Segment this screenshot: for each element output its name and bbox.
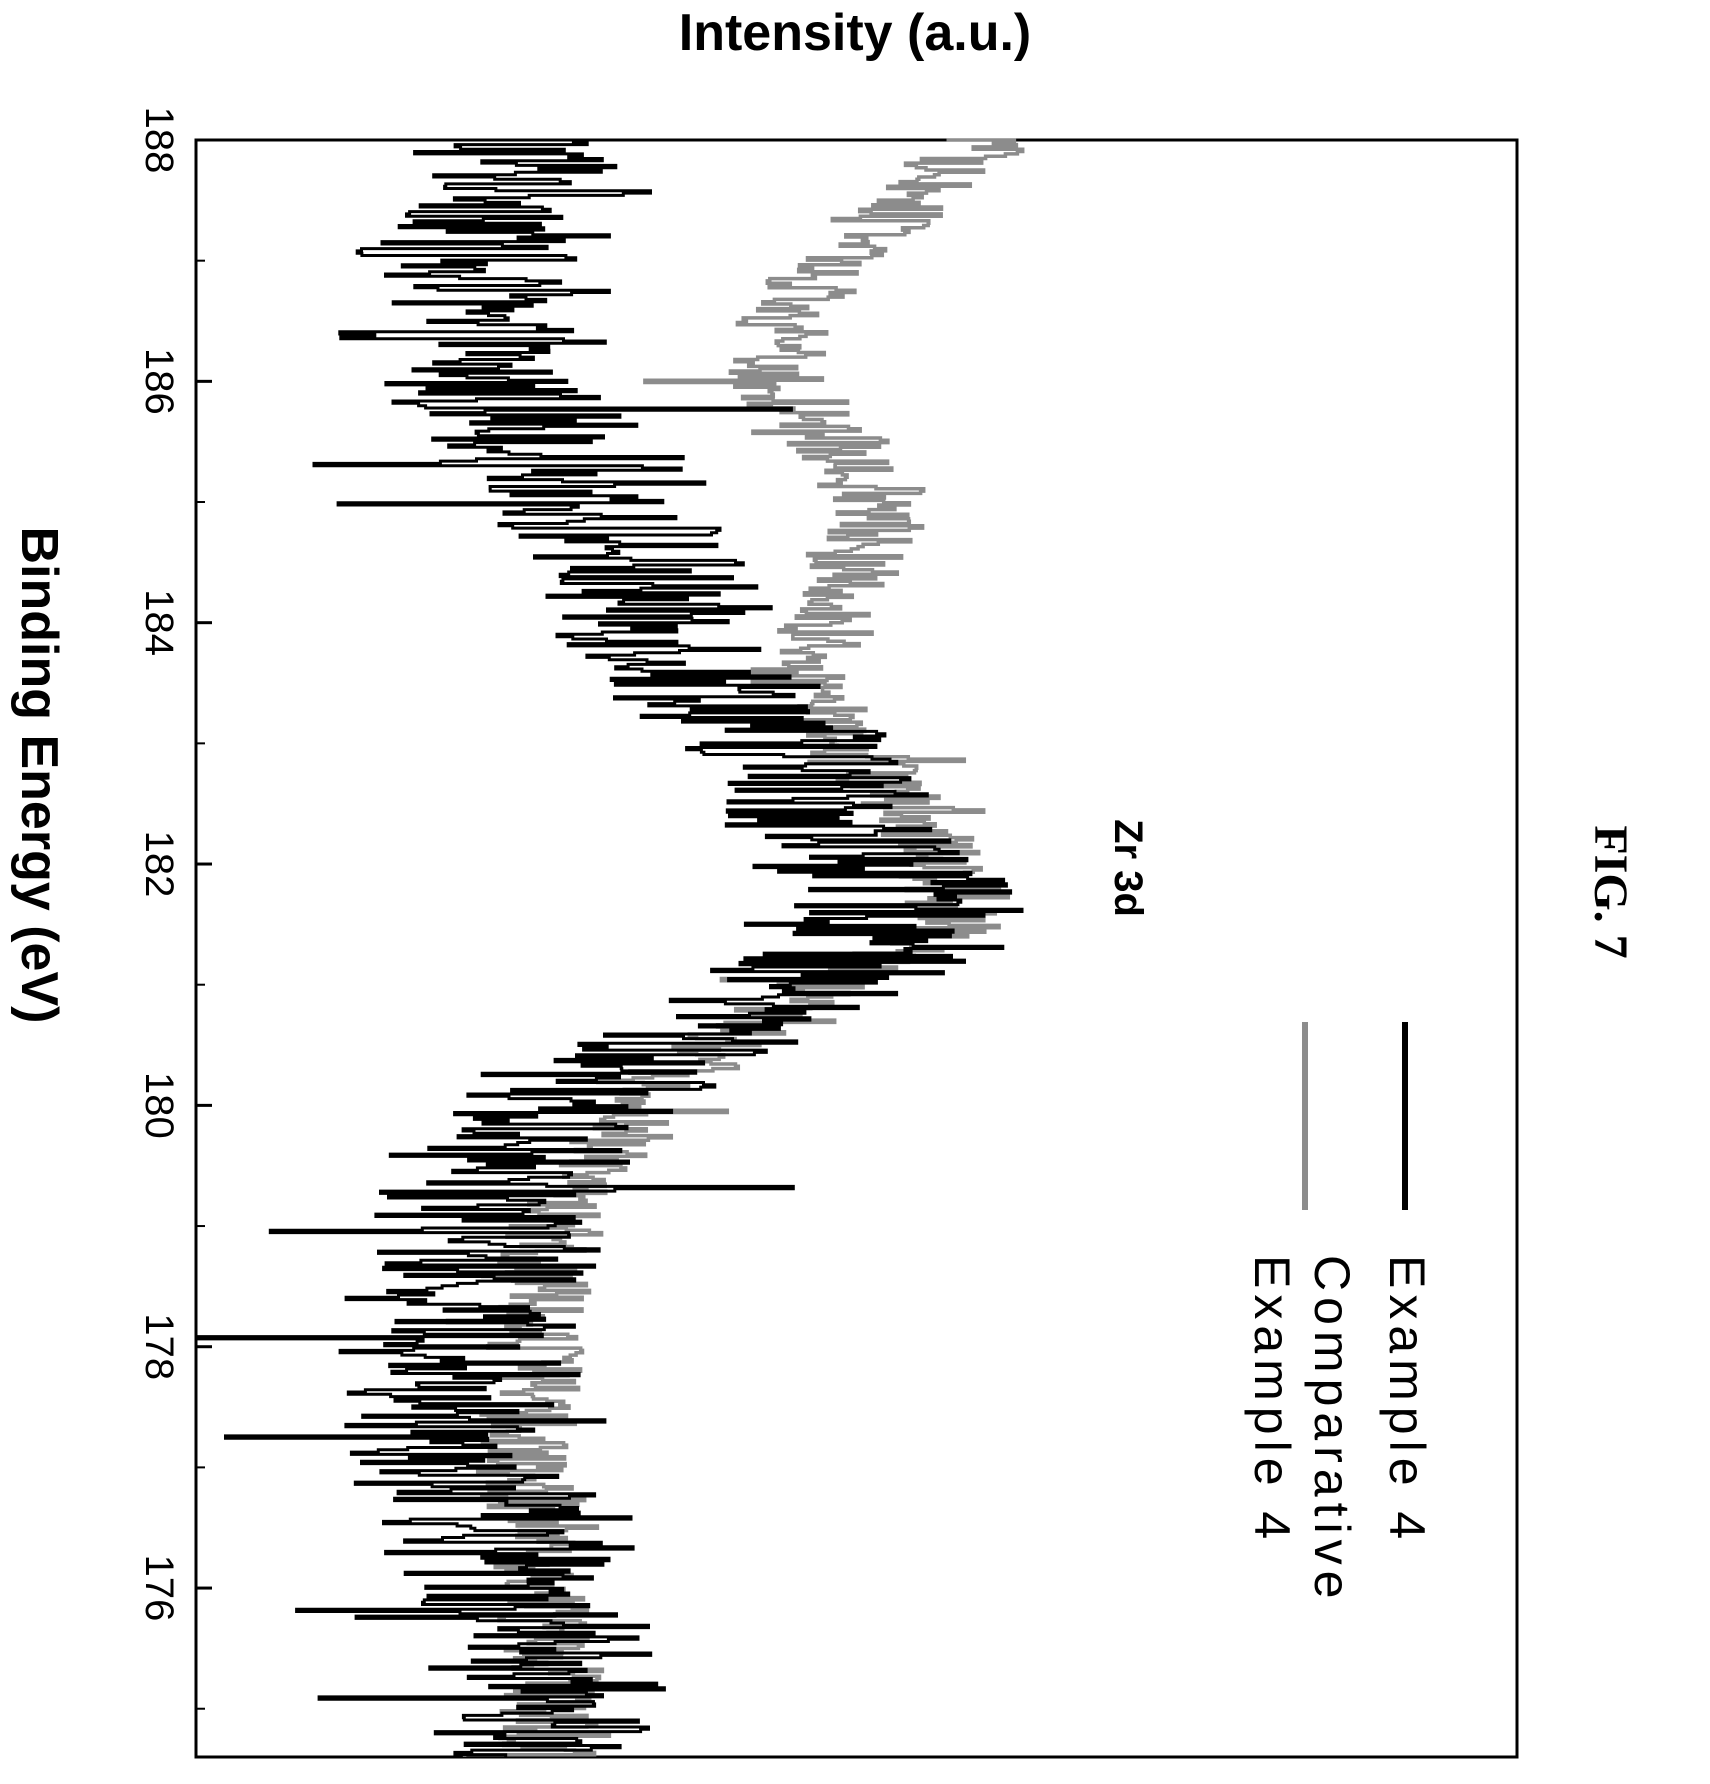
x-tick-label: 188 bbox=[137, 107, 181, 174]
x-tick-label: 186 bbox=[137, 348, 181, 415]
series-layer bbox=[194, 138, 1025, 1757]
x-tick-label: 178 bbox=[137, 1313, 181, 1380]
y-axis-label: Intensity (a.u.) bbox=[679, 4, 1031, 62]
x-axis-ticks: 188 186 184 182 180 178 176 bbox=[137, 107, 212, 1710]
peak-annotation: Zr 3d bbox=[1106, 819, 1150, 917]
x-tick-label: 176 bbox=[137, 1555, 181, 1622]
x-tick-label: 180 bbox=[137, 1072, 181, 1139]
figure-label: FIG. 7 bbox=[1584, 825, 1637, 958]
x-tick-label: 182 bbox=[137, 831, 181, 898]
x-axis-label: Binding Energy (eV) bbox=[10, 527, 68, 1024]
legend-label-line-1: Comparative bbox=[1304, 1255, 1360, 1604]
legend-label-example-4: Example 4 bbox=[1379, 1255, 1435, 1545]
legend-label-line-2: Example 4 bbox=[1244, 1255, 1300, 1545]
x-tick-label: 184 bbox=[137, 589, 181, 656]
series-line-example-4 bbox=[194, 138, 1024, 1757]
legend-label-comparative-example-4: Comparative Example 4 bbox=[1244, 1255, 1360, 1624]
legend: Example 4 Comparative Example 4 bbox=[1244, 1022, 1435, 1624]
plot-frame bbox=[194, 138, 1519, 1759]
